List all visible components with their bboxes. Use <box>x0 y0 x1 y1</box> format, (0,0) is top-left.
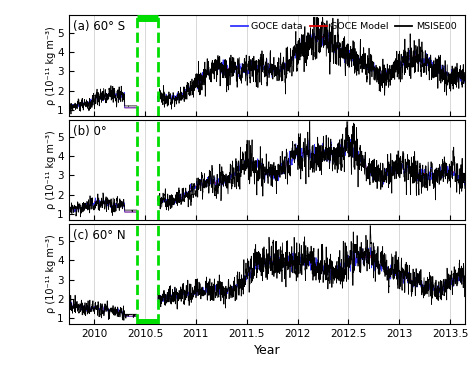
Text: (b) 0°: (b) 0° <box>73 124 107 138</box>
X-axis label: Year: Year <box>254 344 281 357</box>
Y-axis label: ρ (10⁻¹¹ kg m⁻³): ρ (10⁻¹¹ kg m⁻³) <box>46 235 56 313</box>
Legend: GOCE data, GOCE Model, MSISE00: GOCE data, GOCE Model, MSISE00 <box>227 18 461 35</box>
Text: (a) 60° S: (a) 60° S <box>73 20 126 33</box>
Y-axis label: ρ (10⁻¹¹ kg m⁻³): ρ (10⁻¹¹ kg m⁻³) <box>46 26 56 105</box>
Text: (c) 60° N: (c) 60° N <box>73 229 126 242</box>
Y-axis label: ρ (10⁻¹¹ kg m⁻³): ρ (10⁻¹¹ kg m⁻³) <box>46 130 56 209</box>
